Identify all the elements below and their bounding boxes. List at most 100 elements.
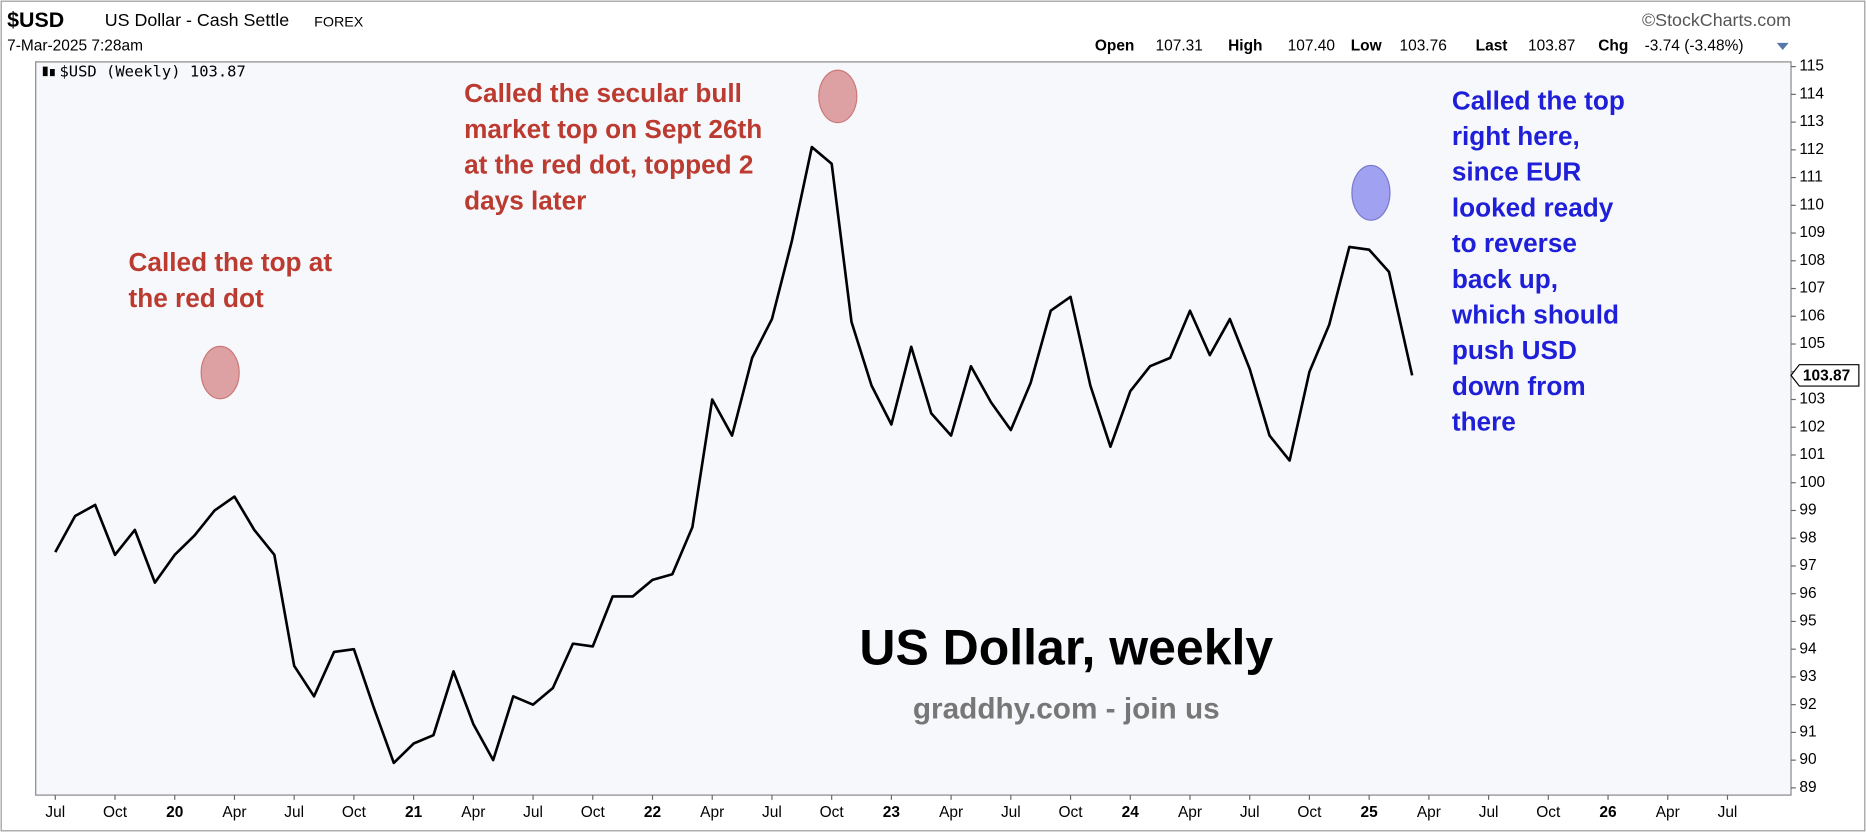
y-tick-label: 92 <box>1799 696 1816 713</box>
y-tick-label: 106 <box>1799 307 1825 324</box>
annotation-line: there <box>1452 407 1516 437</box>
open-value: 107.31 <box>1156 38 1203 55</box>
y-tick-label: 102 <box>1799 418 1825 435</box>
x-tick-label: 20 <box>166 804 183 821</box>
y-tick-label: 114 <box>1799 85 1824 102</box>
x-tick-label: Apr <box>1178 804 1202 821</box>
x-tick-label: 23 <box>883 804 901 821</box>
y-tick-label: 112 <box>1799 141 1824 158</box>
x-tick-label: Jul <box>1718 804 1738 821</box>
symbol: $USD <box>7 8 64 32</box>
exchange: FOREX <box>314 14 364 30</box>
annotation-line: Called the top <box>1452 85 1625 115</box>
x-tick-label: Apr <box>222 804 246 821</box>
source: ©StockCharts.com <box>1642 10 1791 30</box>
high-value: 107.40 <box>1288 38 1335 55</box>
y-tick-label: 100 <box>1799 474 1825 491</box>
y-tick-label: 108 <box>1799 252 1825 269</box>
chg-label: Chg <box>1598 38 1628 55</box>
x-tick-label: Apr <box>461 804 485 821</box>
y-tick-label: 91 <box>1799 723 1816 740</box>
high-label: High <box>1228 38 1262 55</box>
watermark-subtitle: graddhy.com - join us <box>913 692 1220 725</box>
x-tick-label: Oct <box>581 804 606 821</box>
annotation-line: looked ready <box>1452 192 1614 222</box>
x-tick-label: Oct <box>103 804 128 821</box>
y-tick-label: 89 <box>1799 779 1816 796</box>
x-tick-label: Jul <box>1479 804 1499 821</box>
y-tick-label: 96 <box>1799 585 1816 602</box>
annotation-line: market top on Sept 26th <box>464 114 762 144</box>
y-tick-label: 97 <box>1799 557 1816 574</box>
annotation-line: the red dot <box>129 283 264 313</box>
y-tick-label: 93 <box>1799 668 1816 685</box>
annotation-line: since EUR <box>1452 157 1582 187</box>
legend-name: $USD (Weekly) <box>60 62 181 80</box>
watermark-title: US Dollar, weekly <box>859 619 1273 675</box>
x-tick-label: Apr <box>1417 804 1441 821</box>
x-tick-label: 24 <box>1122 804 1140 821</box>
annotation-line: Called the top at <box>129 247 333 277</box>
x-tick-label: Jul <box>1240 804 1260 821</box>
y-tick-label: 94 <box>1799 640 1817 657</box>
y-tick-label: 111 <box>1799 169 1823 186</box>
annotation-line: days later <box>464 185 586 215</box>
instrument-name: US Dollar - Cash Settle <box>105 10 290 30</box>
highlight-circle <box>818 69 858 124</box>
x-tick-label: Jul <box>45 804 65 821</box>
x-tick-label: Oct <box>1536 804 1561 821</box>
x-tick-label: 26 <box>1599 804 1617 821</box>
x-tick-label: Jul <box>762 804 782 821</box>
last-price-label: 103.87 <box>1803 368 1850 385</box>
annotation-line: which should <box>1451 300 1619 330</box>
annotation-line: push USD <box>1452 335 1577 365</box>
x-tick-label: Oct <box>342 804 367 821</box>
x-tick-label: Oct <box>820 804 845 821</box>
low-label: Low <box>1351 38 1383 55</box>
legend: $USD (Weekly) 103.87 <box>60 62 246 80</box>
y-tick-label: 95 <box>1799 613 1816 630</box>
y-tick-label: 115 <box>1799 58 1824 75</box>
annotation-line: Called the secular bull <box>464 78 742 108</box>
chg-value: -3.74 (-3.48%) <box>1645 38 1744 55</box>
y-tick-label: 99 <box>1799 502 1816 519</box>
x-tick-label: 22 <box>644 804 661 821</box>
price-line <box>54 145 1414 765</box>
open-label: Open <box>1095 38 1135 55</box>
y-tick-label: 107 <box>1799 280 1825 297</box>
annotation-line: at the red dot, topped 2 <box>464 150 753 180</box>
low-value: 103.76 <box>1400 38 1447 55</box>
x-tick-label: Apr <box>939 804 963 821</box>
x-tick-label: Oct <box>1297 804 1322 821</box>
last-label: Last <box>1476 38 1508 55</box>
x-tick-label: 25 <box>1361 804 1379 821</box>
y-tick-label: 90 <box>1799 751 1816 768</box>
y-tick-label: 101 <box>1799 446 1825 463</box>
menu-arrow[interactable] <box>1776 42 1789 50</box>
y-tick-label: 109 <box>1799 224 1825 241</box>
annotation-line: down from <box>1452 371 1586 401</box>
x-tick-label: Apr <box>1656 804 1680 821</box>
annotation-line: to reverse <box>1452 228 1577 258</box>
y-tick-label: 98 <box>1799 529 1816 546</box>
legend-value: 103.87 <box>190 62 246 80</box>
x-tick-label: 21 <box>405 804 423 821</box>
highlight-circle <box>1351 164 1391 221</box>
last-price-tag <box>1790 364 1860 387</box>
plot-area <box>35 61 1792 796</box>
x-tick-label: Jul <box>523 804 543 821</box>
last-value: 103.87 <box>1528 38 1575 55</box>
legend-icon <box>42 66 55 77</box>
y-tick-label: 105 <box>1799 335 1825 352</box>
annotation-line: back up, <box>1452 264 1558 294</box>
y-tick-label: 113 <box>1799 113 1824 130</box>
x-tick-label: Jul <box>1001 804 1021 821</box>
annotation-line: right here, <box>1452 121 1580 151</box>
x-tick-label: Oct <box>1059 804 1084 821</box>
date: 7-Mar-2025 7:28am <box>7 38 143 55</box>
x-tick-label: Jul <box>284 804 304 821</box>
x-tick-label: Apr <box>700 804 724 821</box>
y-tick-label: 110 <box>1799 196 1824 213</box>
